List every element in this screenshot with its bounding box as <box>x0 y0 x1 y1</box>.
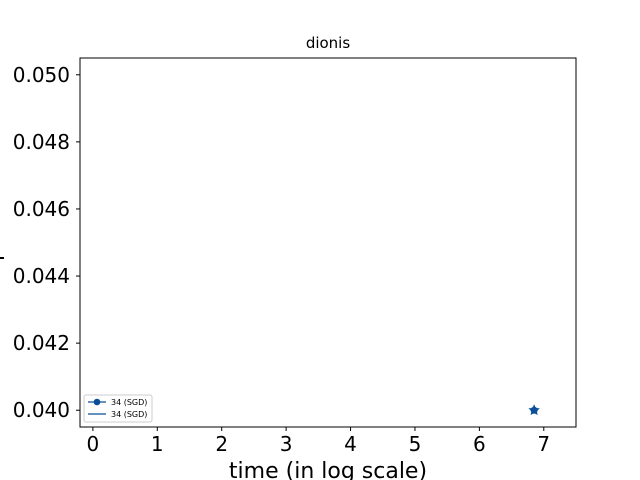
x-tick-label-3: 3 <box>280 432 293 456</box>
chart-title: dionis <box>306 34 351 52</box>
annotation-star-0 <box>528 404 540 416</box>
plot-area <box>79 57 577 428</box>
y-tick-label-1: 0.042 <box>13 331 70 355</box>
legend-label-0: 34 (SGD) <box>111 398 147 407</box>
y-tick-label-4: 0.048 <box>13 130 70 154</box>
legend-marker-0 <box>93 398 101 406</box>
legend-label-1: 34 (SGD) <box>111 410 147 419</box>
x-tick-label-0: 0 <box>87 432 100 456</box>
x-tick-label-1: 1 <box>151 432 164 456</box>
legend: 34 (SGD) 34 (SGD) <box>83 394 153 423</box>
x-tick-label-5: 5 <box>409 432 422 456</box>
x-axis: 0 1 2 3 4 5 6 7 <box>87 427 550 456</box>
series-layer <box>528 404 540 416</box>
x-tick-label-4: 4 <box>344 432 357 456</box>
x-tick-label-6: 6 <box>473 432 486 456</box>
x-tick-label-7: 7 <box>537 432 550 456</box>
x-axis-label: time (in log scale) <box>229 459 427 480</box>
y-tick-label-2: 0.044 <box>13 264 70 288</box>
y-axis: 0.040 0.042 0.044 0.046 0.048 0.050 <box>13 63 80 422</box>
y-tick-label-3: 0.046 <box>13 197 70 221</box>
x-tick-label-2: 2 <box>215 432 228 456</box>
y-tick-label-5: 0.050 <box>13 63 70 87</box>
y-axis-label-mark <box>0 257 4 259</box>
y-tick-label-0: 0.040 <box>13 398 70 422</box>
